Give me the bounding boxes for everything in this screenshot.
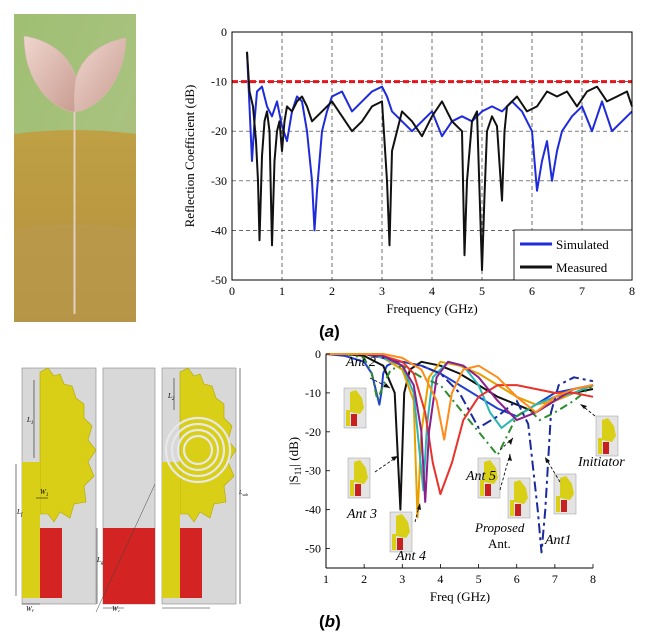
chart-b-ytick-label: -40 bbox=[305, 503, 321, 517]
antenna-photo bbox=[14, 14, 136, 322]
panel-a-label: (a) bbox=[319, 322, 340, 341]
label-ant2: Ant 2 bbox=[345, 355, 376, 370]
chart-a-ytick-label: -10 bbox=[211, 75, 227, 89]
chart-a-series-simulated bbox=[246, 51, 633, 232]
label-proposed-ant: Ant. bbox=[488, 536, 511, 551]
dim-L2: L2 bbox=[167, 392, 175, 402]
antenna-thumbnail bbox=[595, 415, 619, 457]
chart-b-xtick-label: 1 bbox=[323, 572, 329, 586]
chart-a-xtick-label: 3 bbox=[379, 284, 385, 298]
chart-b-xtick-label: 2 bbox=[361, 572, 367, 586]
dim-W1: W1 bbox=[40, 488, 48, 498]
chart-a-ytick-label: -30 bbox=[211, 174, 227, 188]
antenna-thumbnail bbox=[477, 457, 501, 499]
legend-simulated-label: Simulated bbox=[556, 237, 609, 252]
chart-a-ytick-label: -40 bbox=[211, 223, 227, 237]
chart-a-xtick-label: 1 bbox=[279, 284, 285, 298]
chart-b-ytick-label: -20 bbox=[305, 425, 321, 439]
dim-Wf: Wf bbox=[26, 605, 34, 612]
chart-b-series-curve-8 bbox=[326, 353, 594, 441]
antenna-thumbnail bbox=[507, 477, 531, 519]
schematic-initial bbox=[15, 367, 97, 605]
annotation-arrowheads bbox=[383, 383, 587, 510]
label-proposed: Proposed bbox=[474, 520, 525, 535]
chart-b-ytick-label: -30 bbox=[305, 464, 321, 478]
dim-Lf: Lf bbox=[16, 508, 23, 518]
chart-b-series-proposed-ant- bbox=[326, 353, 594, 457]
chart-a-ylabel: Reflection Coefficient (dB) bbox=[182, 85, 197, 228]
label-ant5: Ant 5 bbox=[465, 469, 496, 484]
chart-a-ytick-label: 0 bbox=[221, 25, 227, 39]
dim-Lsub: Lsub bbox=[238, 490, 248, 497]
chart-b-ytick-label: -50 bbox=[305, 542, 321, 556]
dim-Lg: Lg bbox=[96, 556, 104, 566]
chart-a-series-measured bbox=[246, 51, 633, 272]
antenna-thumbnail bbox=[343, 387, 367, 429]
chart-b-xtick-label: 5 bbox=[476, 572, 482, 586]
label-initiator: Initiator bbox=[577, 455, 625, 470]
chart-b-series-ant1 bbox=[326, 353, 594, 554]
chart-a-xtick-label: 7 bbox=[579, 284, 585, 298]
chart-b-xtick-label: 8 bbox=[590, 572, 596, 586]
chart-a: 0 1 2 3 4 5 6 7 8 0 -10 -20 -30 -40 -50 Reflection Coe… bbox=[180, 18, 640, 323]
chart-b-xlabel: Freq (GHz) bbox=[430, 589, 490, 604]
chart-b-xtick-label: 7 bbox=[552, 572, 558, 586]
label-ant4: Ant 4 bbox=[395, 549, 426, 564]
label-ant1: Ant1 bbox=[544, 533, 571, 548]
chart-b-ylabel: |S11| (dB) bbox=[286, 437, 303, 485]
chart-a-xtick-label: 0 bbox=[229, 284, 235, 298]
chart-a-xtick-label: 4 bbox=[429, 284, 435, 298]
chart-b-ytick-label: -10 bbox=[305, 386, 321, 400]
chart-a-xtick-label: 5 bbox=[479, 284, 485, 298]
label-ant3: Ant 3 bbox=[346, 507, 377, 522]
antenna-schematics: L1 Lf W1 Wf Lg Wc L2 Lsub bbox=[14, 364, 252, 615]
chart-a-xlabel: Frequency (GHz) bbox=[386, 301, 477, 316]
chart-a-xtick-label: 2 bbox=[329, 284, 335, 298]
antenna-thumbnail bbox=[389, 511, 413, 553]
antenna-thumbnail bbox=[347, 457, 371, 499]
chart-a-xtick-label: 6 bbox=[529, 284, 535, 298]
antenna-thumbnail bbox=[553, 473, 577, 515]
schematic-ground-plane bbox=[95, 367, 156, 613]
schematic-proposed bbox=[161, 367, 241, 609]
chart-b-xtick-label: 3 bbox=[399, 572, 405, 586]
dim-L1: L1 bbox=[26, 416, 33, 426]
legend-measured-label: Measured bbox=[556, 260, 608, 275]
chart-b-xtick-label: 4 bbox=[437, 572, 443, 586]
dim-Wc: Wc bbox=[112, 605, 121, 612]
chart-a-ytick-label: -20 bbox=[211, 124, 227, 138]
chart-a-xtick-label: 8 bbox=[629, 284, 635, 298]
chart-a-frame bbox=[231, 31, 633, 281]
chart-b: 1 2 3 4 5 6 7 8 0 -10 -20 -30 -40 -50 |S11| (dB) Freq… bbox=[270, 340, 640, 608]
chart-b-xtick-label: 6 bbox=[514, 572, 520, 586]
chart-a-ytick-label: -50 bbox=[211, 273, 227, 287]
chart-b-ytick-label: 0 bbox=[315, 347, 321, 361]
chart-a-legend: Simulated Measured bbox=[513, 229, 633, 281]
panel-b-label: (b) bbox=[319, 612, 341, 631]
